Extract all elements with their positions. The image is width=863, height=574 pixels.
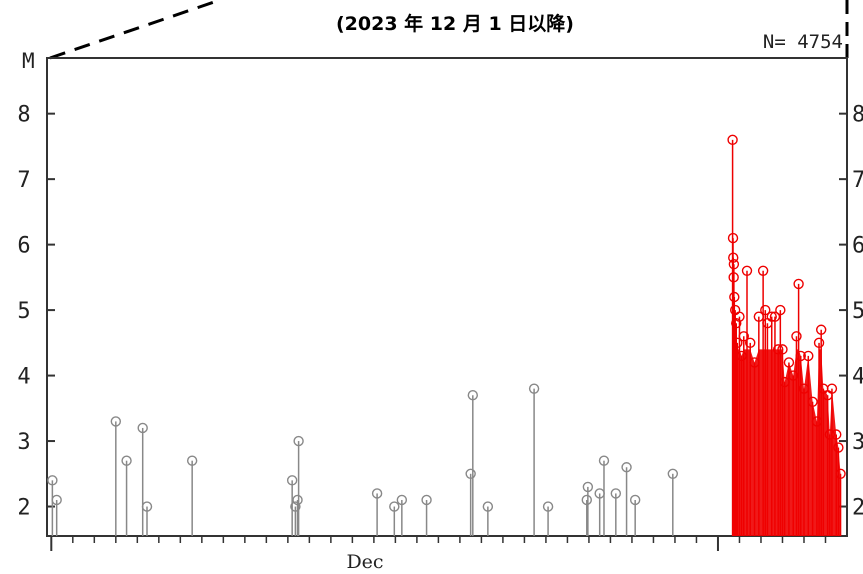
event-point bbox=[815, 324, 827, 335]
event-point bbox=[793, 278, 804, 290]
event-point bbox=[732, 337, 743, 349]
event-point bbox=[727, 134, 738, 146]
event-point bbox=[137, 422, 148, 434]
x-month-label: Dec bbox=[346, 551, 383, 573]
event-point bbox=[51, 494, 62, 506]
y-axis-label: M bbox=[22, 49, 35, 73]
y-tick-label-right: 4 bbox=[852, 365, 863, 390]
event-point bbox=[290, 501, 301, 512]
event-point bbox=[582, 481, 594, 493]
event-point bbox=[371, 488, 383, 499]
event-point bbox=[286, 475, 298, 486]
event-point bbox=[813, 337, 825, 349]
event-point bbox=[766, 311, 777, 322]
event-point bbox=[731, 317, 742, 329]
event-point bbox=[292, 494, 303, 506]
event-point bbox=[791, 331, 802, 342]
y-tick-label-right: 5 bbox=[852, 299, 863, 324]
event-point bbox=[121, 455, 132, 466]
event-point bbox=[542, 501, 554, 512]
event-point bbox=[389, 501, 400, 512]
event-point bbox=[727, 232, 739, 244]
event-point bbox=[528, 383, 540, 394]
y-tick-label: 7 bbox=[17, 168, 30, 193]
series-after bbox=[727, 134, 846, 536]
event-point bbox=[610, 488, 622, 499]
event-count-label: N= 4754 bbox=[763, 31, 843, 53]
event-point bbox=[293, 435, 304, 447]
aftershock-density-fill bbox=[732, 349, 841, 536]
y-tick-label-right: 8 bbox=[852, 103, 863, 128]
event-point bbox=[110, 416, 122, 427]
event-point bbox=[47, 475, 58, 486]
y-tick-label-right: 2 bbox=[852, 496, 863, 521]
event-point bbox=[629, 494, 641, 506]
event-point bbox=[728, 252, 739, 263]
y-tick-label: 6 bbox=[17, 234, 30, 259]
y-tick-label: 5 bbox=[17, 299, 30, 324]
y-tick-label: 8 bbox=[17, 103, 30, 128]
y-tick-label-right: 6 bbox=[852, 234, 863, 259]
x-axis bbox=[50, 536, 827, 551]
event-point bbox=[667, 468, 679, 479]
event-point bbox=[421, 494, 432, 506]
event-point bbox=[734, 311, 745, 322]
event-point bbox=[621, 462, 632, 473]
event-point bbox=[741, 265, 753, 277]
event-point bbox=[757, 265, 769, 277]
y-tick-label-right: 7 bbox=[852, 168, 863, 193]
event-point bbox=[186, 455, 198, 466]
y-tick-label: 4 bbox=[17, 365, 30, 390]
y-tick-label: 2 bbox=[17, 496, 30, 521]
event-point bbox=[775, 304, 786, 316]
event-point bbox=[769, 311, 781, 322]
event-point bbox=[729, 291, 740, 303]
event-point bbox=[760, 304, 771, 316]
event-point bbox=[396, 494, 408, 506]
callout-line-left bbox=[49, 0, 221, 60]
event-point bbox=[467, 390, 479, 401]
event-point bbox=[482, 501, 494, 512]
y-tick-label-right: 3 bbox=[852, 430, 863, 455]
event-point bbox=[728, 259, 740, 270]
event-point bbox=[598, 455, 610, 466]
series-before bbox=[47, 383, 679, 536]
y-axis: 2 2 3 3 4 4 5 5 6 6 7 7 8 8 bbox=[17, 103, 863, 521]
plot-frame bbox=[46, 57, 848, 537]
event-point bbox=[581, 494, 592, 506]
event-point bbox=[141, 501, 153, 512]
event-point bbox=[465, 468, 476, 479]
event-point bbox=[738, 331, 749, 342]
chart-title: (2023 年 12 月 1 日以降) bbox=[336, 12, 574, 35]
event-point bbox=[745, 337, 756, 349]
y-tick-label: 3 bbox=[17, 430, 30, 455]
